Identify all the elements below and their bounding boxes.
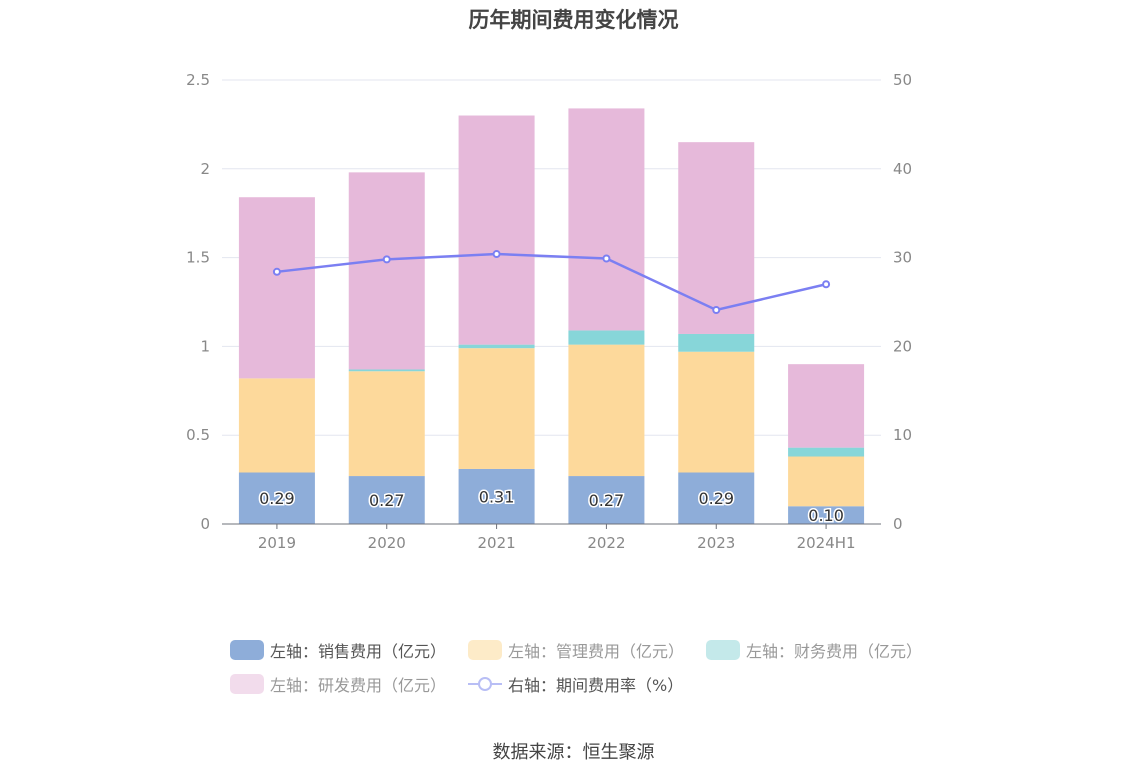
bar-data-label: 0.10 <box>808 506 844 525</box>
legend-swatch <box>468 640 503 660</box>
rate-series-line <box>276 252 827 312</box>
bar-segment <box>788 456 865 507</box>
legend-item[interactable]: 右轴：期间费用率（%） <box>468 672 683 696</box>
bar-segment <box>788 506 865 524</box>
bar-segment <box>238 378 315 473</box>
bar-segment <box>458 115 535 345</box>
legend-item[interactable]: 左轴：研发费用（亿元） <box>230 672 446 696</box>
x-tick-label: 2019 <box>258 534 296 552</box>
bar-segment <box>348 476 425 524</box>
legend-label: 右轴：期间费用率（%） <box>508 676 684 695</box>
rate-point <box>382 255 391 264</box>
y-right-tick-label: 10 <box>893 426 912 444</box>
bar-data-label: 0.27 <box>589 491 625 510</box>
x-tick-label: 2024H1 <box>797 534 856 552</box>
bar-data-label: 0.29 <box>259 489 295 508</box>
legend-label: 左轴：研发费用（亿元） <box>270 676 447 695</box>
bar-segment <box>678 333 755 352</box>
legend-swatch <box>230 640 264 660</box>
rate-point <box>822 280 831 289</box>
x-tick-label: 2023 <box>697 534 735 552</box>
x-tick-label: 2021 <box>477 534 515 552</box>
y-right-tick-label: 20 <box>893 337 912 355</box>
bar-segment <box>458 468 535 524</box>
bar-segment <box>678 351 755 473</box>
rate-point <box>492 250 501 259</box>
y-right-tick-label: 40 <box>893 160 912 178</box>
axes: 0 0.5 1 1.5 2 2.5 0 10 20 30 40 50 2019 2020 2021 2022 2… <box>186 71 912 552</box>
y-right-tick-label: 30 <box>893 249 912 267</box>
bar-segment <box>458 344 535 349</box>
bar-data-label: 0.27 <box>369 491 405 510</box>
data-labels: 0.29 0.27 0.31 0.27 0.29 0.10 <box>258 486 846 527</box>
bar-segment <box>238 197 315 379</box>
bar-segment <box>458 348 535 469</box>
legend-line-marker-icon <box>468 674 503 694</box>
legend-label: 左轴：财务费用（亿元） <box>746 642 923 661</box>
y-left-tick-label: 2.5 <box>186 71 210 89</box>
data-source: 数据来源：恒生聚源 <box>492 742 655 763</box>
y-right-tick-label: 50 <box>893 71 912 89</box>
y-right-tick-label: 0 <box>893 515 903 533</box>
bars <box>238 108 865 524</box>
rate-point <box>272 267 281 276</box>
bar-segment <box>348 369 425 372</box>
y-left-tick-label: 1 <box>200 337 210 355</box>
bar-segment <box>568 476 645 524</box>
bar-segment <box>348 172 425 370</box>
legend-item[interactable]: 左轴：管理费用（亿元） <box>468 638 684 662</box>
legend-item[interactable]: 左轴：销售费用（亿元） <box>230 638 446 662</box>
y-left-tick-label: 0.5 <box>186 426 210 444</box>
chart-title: 历年期间费用变化情况 <box>468 8 679 32</box>
x-tick-label: 2020 <box>368 534 406 552</box>
legend-swatch <box>230 674 264 694</box>
legend: 左轴：销售费用（亿元） 左轴：管理费用（亿元） 左轴：财务费用（亿元） 左轴：研发费用… <box>230 638 950 706</box>
rate-point <box>602 254 611 263</box>
bar-segment <box>568 330 645 345</box>
legend-swatch <box>706 640 741 660</box>
legend-label: 左轴：管理费用（亿元） <box>508 642 685 661</box>
bar-segment <box>678 142 755 334</box>
bar-segment <box>678 472 755 524</box>
y-left-tick-label: 2 <box>200 160 210 178</box>
bar-segment <box>568 108 645 331</box>
bar-data-label: 0.31 <box>479 487 515 506</box>
legend-item[interactable]: 左轴：财务费用（亿元） <box>706 638 922 662</box>
rate-line <box>272 250 831 314</box>
bar-segment <box>238 472 315 524</box>
x-tick-label: 2022 <box>587 534 625 552</box>
bar-segment <box>348 371 425 477</box>
bar-segment <box>788 364 865 448</box>
y-left-tick-label: 1.5 <box>186 249 210 267</box>
bar-data-label: 0.29 <box>698 489 734 508</box>
bar-segment <box>568 344 645 477</box>
grid-lines <box>222 79 881 436</box>
legend-label: 左轴：销售费用（亿元） <box>270 642 447 661</box>
rate-point <box>712 305 721 314</box>
stacked-bar-line-chart: 0 0.5 1 1.5 2 2.5 0 10 20 30 40 50 2019 2020 2021 2022 2… <box>186 71 912 552</box>
bar-segment <box>788 447 865 457</box>
y-left-tick-label: 0 <box>200 515 210 533</box>
